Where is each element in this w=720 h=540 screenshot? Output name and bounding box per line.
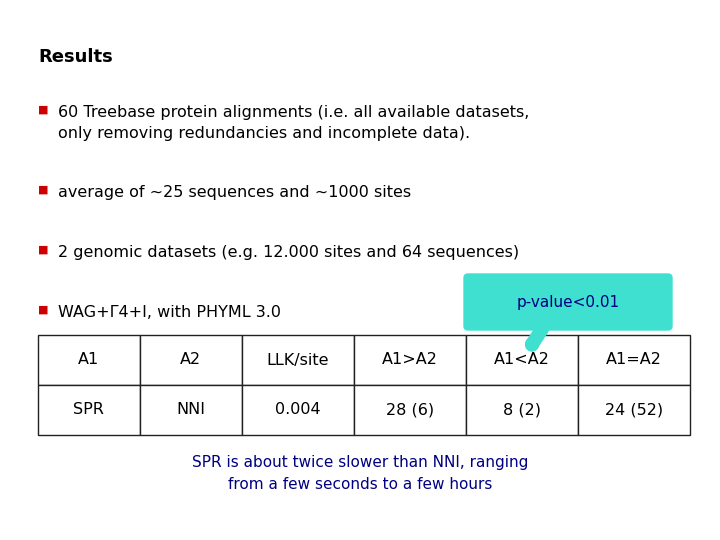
Bar [38,335,140,385]
Text: 0.004: 0.004 [275,402,320,417]
Text: 8 (2): 8 (2) [503,402,541,417]
Text: ■: ■ [38,185,48,195]
Bar [578,335,690,385]
Bar [354,385,466,435]
Text: WAG+Γ4+I, with PHYML 3.0: WAG+Γ4+I, with PHYML 3.0 [58,305,281,320]
Bar [140,335,242,385]
Bar [466,335,578,385]
Bar [38,385,140,435]
Text: LLK/site: LLK/site [266,353,329,368]
Text: 60 Treebase protein alignments (i.e. all available datasets,
only removing redun: 60 Treebase protein alignments (i.e. all… [58,105,529,141]
Text: ■: ■ [38,105,48,115]
Text: A1=A2: A1=A2 [606,353,662,368]
Text: SPR: SPR [73,402,104,417]
Text: ■: ■ [38,245,48,255]
Text: 28 (6): 28 (6) [386,402,434,417]
Text: A1>A2: A1>A2 [382,353,438,368]
Text: NNI: NNI [176,402,205,417]
Text: ■: ■ [38,305,48,315]
Text: SPR is about twice slower than NNI, ranging
from a few seconds to a few hours: SPR is about twice slower than NNI, rang… [192,455,528,492]
Text: 2 genomic datasets (e.g. 12.000 sites and 64 sequences): 2 genomic datasets (e.g. 12.000 sites an… [58,245,519,260]
Bar [242,335,354,385]
Text: A1<A2: A1<A2 [494,353,550,368]
Bar [466,385,578,435]
Text: average of ~25 sequences and ~1000 sites: average of ~25 sequences and ~1000 sites [58,185,411,200]
Text: p-value<0.01: p-value<0.01 [516,294,620,309]
Bar [140,385,242,435]
Text: 24 (52): 24 (52) [605,402,663,417]
Bar [354,335,466,385]
Text: A1: A1 [78,353,99,368]
FancyBboxPatch shape [464,274,672,330]
Text: A2: A2 [180,353,202,368]
Bar [242,385,354,435]
Bar [578,385,690,435]
Text: Results: Results [38,48,113,66]
